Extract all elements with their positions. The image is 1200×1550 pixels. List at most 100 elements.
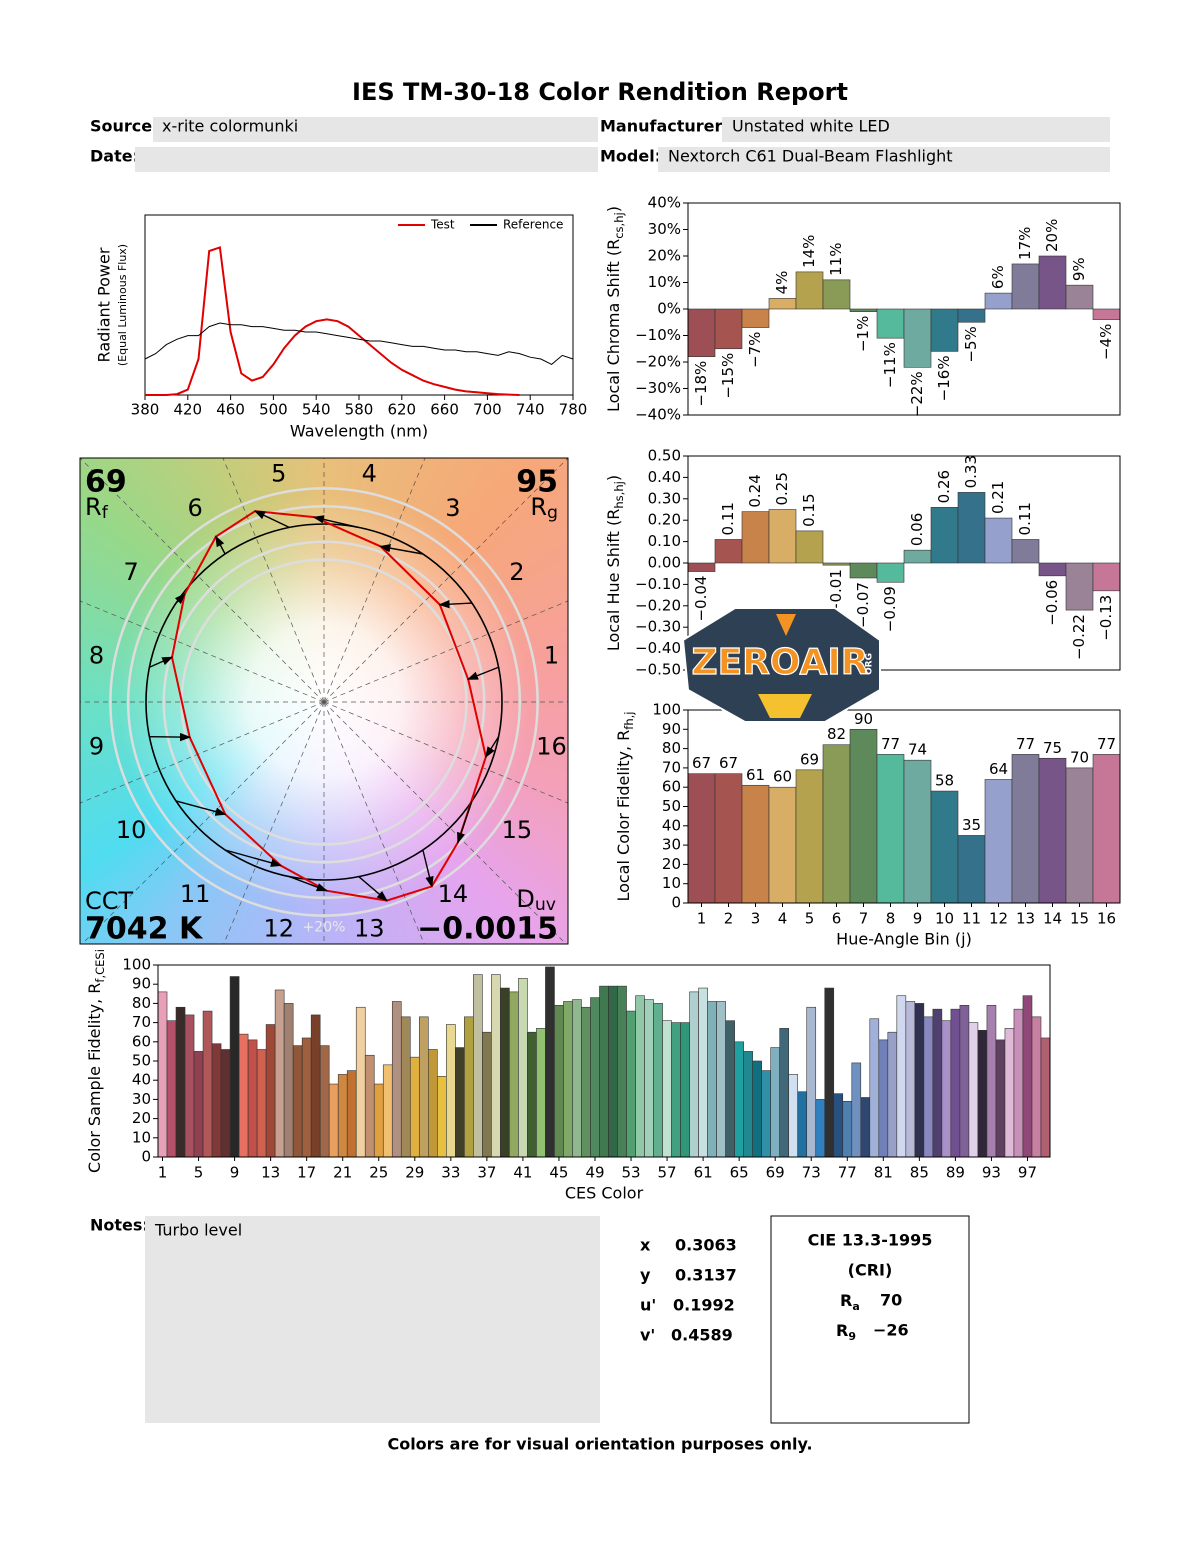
bar — [806, 1006, 817, 1158]
ring — [126, 504, 522, 900]
x-tick-label: 660 — [430, 401, 459, 419]
ring — [109, 487, 539, 917]
bar — [391, 1001, 402, 1158]
x-tick-label: 49 — [585, 1164, 604, 1182]
value-label: 64 — [989, 760, 1008, 778]
y-axis-label-part: fh,j — [622, 711, 636, 729]
cri-title: CIE 13.3-1995 — [808, 1231, 933, 1250]
x-tick-label: 9 — [230, 1164, 240, 1182]
bin-divider — [81, 701, 325, 944]
bar — [687, 308, 716, 358]
value-label: 0.26 — [935, 470, 953, 503]
bin-label: 2 — [509, 558, 524, 586]
value-label: 58 — [935, 772, 954, 790]
bar — [157, 991, 168, 1158]
bar — [957, 308, 986, 323]
shift-arrow — [485, 736, 500, 758]
bar — [355, 1006, 366, 1158]
r9-symbol: R9 — [836, 1321, 856, 1344]
x-tick-label: 4 — [778, 910, 788, 928]
bar — [599, 985, 609, 1158]
x-tick-label: 5 — [194, 1164, 204, 1182]
cri-box — [770, 1215, 970, 1424]
y-tick-label: 50 — [132, 1052, 151, 1070]
bin-divider — [323, 600, 568, 703]
value-label: −0.04 — [692, 576, 710, 622]
bar — [822, 279, 851, 310]
y-axis-label: Local Color Fidelity, Rfh,j — [614, 711, 636, 901]
x-tick-label: 69 — [766, 1164, 785, 1182]
bar — [590, 997, 600, 1158]
bar — [256, 1049, 267, 1158]
bar — [418, 1016, 429, 1158]
bar — [707, 1001, 717, 1158]
bar — [1038, 562, 1067, 577]
x-tick-label: 7 — [859, 910, 869, 928]
value-label: 35 — [962, 816, 981, 834]
x-tick-label: 45 — [549, 1164, 568, 1182]
chromaticity-label: x — [640, 1236, 651, 1255]
source-field — [153, 117, 598, 142]
y-tick-label: 30 — [132, 1090, 151, 1108]
footer-note: Colors are for visual orientation purpos… — [387, 1435, 812, 1454]
y-tick-label: −40% — [635, 406, 681, 424]
x-tick-label: 780 — [559, 401, 588, 419]
x-tick-label: 89 — [946, 1164, 965, 1182]
value-label: −5% — [962, 326, 980, 362]
x-tick-label: 420 — [173, 401, 202, 419]
bar — [635, 995, 645, 1158]
x-tick-label: 3 — [751, 910, 761, 928]
ra-value: 70 — [880, 1291, 902, 1310]
bar — [193, 1051, 204, 1158]
x-tick-label: 8 — [886, 910, 896, 928]
vector-frame — [79, 457, 569, 945]
bar — [714, 773, 743, 904]
shift-arrow — [358, 876, 388, 902]
bar — [977, 1029, 988, 1158]
shift-arrow — [175, 800, 227, 816]
rf-symbol: Rf — [85, 493, 109, 523]
bar — [876, 562, 905, 583]
bar — [482, 1031, 492, 1158]
bar — [984, 779, 1013, 904]
y-tick-label: 20 — [132, 1109, 151, 1127]
bar — [849, 308, 878, 312]
y-axis-label-part: Color Sample Fidelity, R — [85, 983, 104, 1173]
shift-arrow — [466, 666, 499, 680]
bar — [815, 1099, 826, 1158]
bar — [984, 292, 1013, 310]
value-label: −0.06 — [1043, 580, 1061, 626]
x-tick-label: 460 — [216, 401, 245, 419]
value-label: 77 — [1097, 735, 1116, 753]
y-tick-label: 10% — [648, 273, 681, 291]
bar — [1065, 562, 1094, 611]
y-tick-label: 60 — [132, 1032, 151, 1050]
y-tick-label: 0% — [657, 300, 681, 318]
bar — [527, 1031, 537, 1158]
bin-label: 7 — [123, 558, 138, 586]
y-tick-label: 70 — [132, 1013, 151, 1031]
y-tick-label: −20% — [635, 353, 681, 371]
x-tick-label: 57 — [658, 1164, 677, 1182]
bar — [768, 786, 797, 904]
bin-divider — [223, 701, 325, 944]
value-label: 82 — [827, 725, 846, 743]
cri-subtitle: (CRI) — [848, 1261, 893, 1280]
shift-arrow — [289, 875, 328, 892]
model-label: Model: — [600, 147, 661, 166]
bar — [464, 1016, 474, 1158]
bar — [887, 1031, 898, 1158]
x-tick-label: 53 — [621, 1164, 640, 1182]
bar — [930, 308, 959, 352]
x-tick-label: 29 — [405, 1164, 424, 1182]
bar — [860, 1097, 871, 1158]
model-field — [658, 147, 1110, 172]
x-tick-label: 11 — [962, 910, 981, 928]
plot-frame — [687, 709, 1121, 904]
source-label: Source: — [90, 117, 159, 136]
chromaticity-label: y — [640, 1266, 651, 1285]
bin-label: 14 — [438, 880, 469, 908]
bar — [1013, 1008, 1024, 1158]
bar — [554, 1005, 564, 1158]
value-label: 0.15 — [800, 493, 818, 526]
